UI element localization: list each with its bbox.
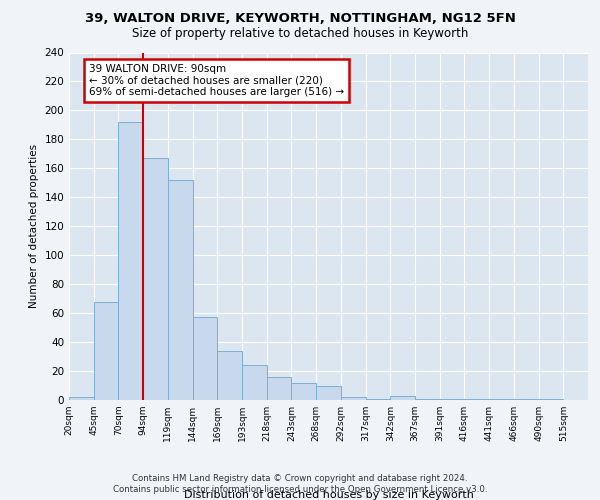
Bar	[514, 398, 539, 400]
Text: 39, WALTON DRIVE, KEYWORTH, NOTTINGHAM, NG12 5FN: 39, WALTON DRIVE, KEYWORTH, NOTTINGHAM, …	[85, 12, 515, 26]
Bar	[217, 351, 242, 400]
Bar	[118, 122, 143, 400]
Bar	[489, 398, 514, 400]
Bar	[440, 398, 464, 400]
Text: Contains HM Land Registry data © Crown copyright and database right 2024.
Contai: Contains HM Land Registry data © Crown c…	[113, 474, 487, 494]
Bar	[193, 318, 217, 400]
Bar	[316, 386, 341, 400]
Bar	[267, 377, 292, 400]
Bar	[464, 398, 489, 400]
Bar	[168, 180, 193, 400]
Text: 39 WALTON DRIVE: 90sqm
← 30% of detached houses are smaller (220)
69% of semi-de: 39 WALTON DRIVE: 90sqm ← 30% of detached…	[89, 64, 344, 98]
Bar	[242, 365, 267, 400]
Bar	[415, 398, 440, 400]
Bar	[69, 397, 94, 400]
Y-axis label: Number of detached properties: Number of detached properties	[29, 144, 39, 308]
Bar	[365, 398, 390, 400]
Bar	[94, 302, 118, 400]
Bar	[390, 396, 415, 400]
Text: Size of property relative to detached houses in Keyworth: Size of property relative to detached ho…	[132, 28, 468, 40]
X-axis label: Distribution of detached houses by size in Keyworth: Distribution of detached houses by size …	[184, 490, 473, 500]
Bar	[292, 382, 316, 400]
Bar	[539, 398, 563, 400]
Bar	[143, 158, 168, 400]
Bar	[341, 397, 365, 400]
